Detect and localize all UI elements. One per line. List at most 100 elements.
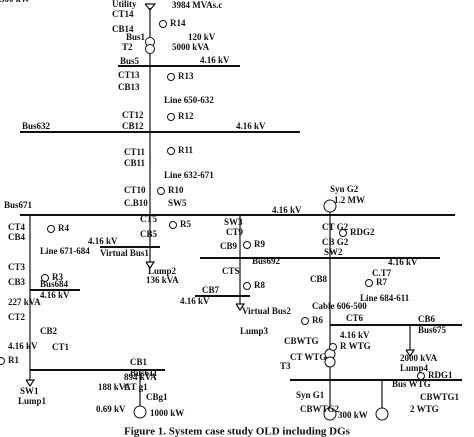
label: R13: [178, 71, 194, 81]
label: 1000 kW: [150, 408, 184, 418]
label: Lump3: [240, 326, 269, 336]
relay-symbol: [159, 20, 167, 28]
label: Line 684-611: [360, 293, 410, 303]
label: CB11: [124, 158, 146, 168]
label: R9: [254, 239, 265, 249]
label: CB1: [130, 357, 148, 367]
label: Bus684: [40, 279, 69, 289]
label: 894 kVA: [124, 372, 157, 382]
caption: Figure 1. System case study OLD includin…: [124, 426, 351, 437]
label: 4.16 kV: [236, 121, 266, 131]
label: CBWTG1: [420, 392, 460, 402]
label: CBg1: [146, 392, 168, 402]
label: Line 632-671: [164, 170, 214, 180]
label: Line 650-632: [164, 95, 214, 105]
relay-symbol: [243, 282, 251, 290]
label: R5: [180, 219, 191, 229]
label: R14: [170, 18, 186, 28]
label: T3: [280, 361, 291, 371]
label: CB G2: [322, 237, 349, 247]
label: R8: [254, 280, 265, 290]
label: CTS: [222, 266, 240, 276]
label: Bus WTG: [392, 379, 431, 389]
relay-symbol: [0, 357, 5, 365]
label: CB9: [220, 241, 238, 251]
label: CT13: [118, 70, 140, 80]
label: R7: [376, 277, 387, 287]
label: R10: [168, 185, 184, 195]
label: 136 kVA: [146, 275, 179, 285]
label: 4.16 kV: [40, 290, 70, 300]
label: CB5: [140, 229, 158, 239]
label: Bus675: [418, 325, 447, 335]
relay-symbol: [157, 187, 165, 195]
label: 4.16 kV: [340, 330, 370, 340]
label: 300 kW: [338, 410, 368, 420]
label: Lump2: [148, 266, 177, 276]
label: R12: [178, 111, 194, 121]
label: CT4: [8, 222, 26, 232]
label: CT12: [122, 110, 144, 120]
label: CB8: [310, 274, 328, 284]
label: RDG2: [350, 227, 375, 237]
label: CT9: [226, 227, 244, 237]
label: SW5: [168, 198, 187, 208]
label: 3984 MVAs.c: [172, 0, 222, 10]
label: 120 kV: [188, 32, 216, 42]
label: Bus1: [126, 32, 146, 42]
label: R4: [58, 223, 69, 233]
label: Bus671: [4, 200, 33, 210]
label: T2: [122, 42, 133, 52]
label: Utility: [112, 0, 137, 9]
label: CB3: [8, 277, 26, 287]
label: 4.16 kV: [272, 205, 302, 215]
label: CT11: [124, 147, 146, 157]
label: Lump1: [18, 396, 47, 406]
label: CB7: [202, 285, 220, 295]
label: 188 kVA: [98, 382, 131, 392]
relay-symbol: [243, 241, 251, 249]
label: C.B10: [124, 198, 148, 208]
label: CT14: [112, 9, 134, 19]
label: 4.16 kV: [8, 341, 38, 351]
label: CB12: [122, 121, 144, 131]
relay-symbol: [169, 221, 177, 229]
label: R3: [52, 272, 63, 282]
label: SW3: [224, 217, 243, 227]
label: RDG1: [428, 370, 453, 380]
label: 5000 kVA: [172, 42, 210, 52]
label: SW2: [324, 247, 343, 257]
label: Syn G2: [330, 184, 359, 194]
label: Syn G1: [296, 390, 325, 400]
label: SW1: [20, 386, 39, 396]
label: CT6: [346, 313, 364, 323]
label: CB4: [8, 232, 26, 242]
relay-symbol: [339, 229, 347, 237]
label: 2 WTG: [410, 404, 439, 414]
label: CT G2: [322, 222, 349, 232]
relay-symbol: [329, 343, 337, 351]
label: CT2: [8, 312, 26, 322]
relay-symbol: [301, 317, 309, 325]
label: 1.2 MW: [334, 195, 365, 205]
relay-symbol: [167, 73, 175, 81]
label: CT10: [124, 185, 146, 195]
wiring: [20, 3, 462, 421]
label: 227 kVA: [8, 297, 41, 307]
label: Bus632: [22, 121, 51, 131]
label: CB2: [40, 326, 58, 336]
label: CT3: [8, 262, 26, 272]
label: Bus692: [252, 256, 281, 266]
label: Line 671-684: [40, 246, 90, 256]
label: CBWTG2: [300, 404, 340, 414]
relay-symbol: [167, 147, 175, 155]
label: CB14: [112, 24, 134, 34]
label: 4.16 kV: [388, 257, 418, 267]
label: CT5: [140, 214, 158, 224]
relay-symbol: [41, 274, 49, 282]
label: CT g1: [124, 382, 148, 392]
label: C.T7: [372, 268, 392, 278]
label: Cable 606-500: [312, 301, 367, 311]
label: 2000 kVA: [400, 353, 438, 363]
label: R11: [178, 145, 194, 155]
